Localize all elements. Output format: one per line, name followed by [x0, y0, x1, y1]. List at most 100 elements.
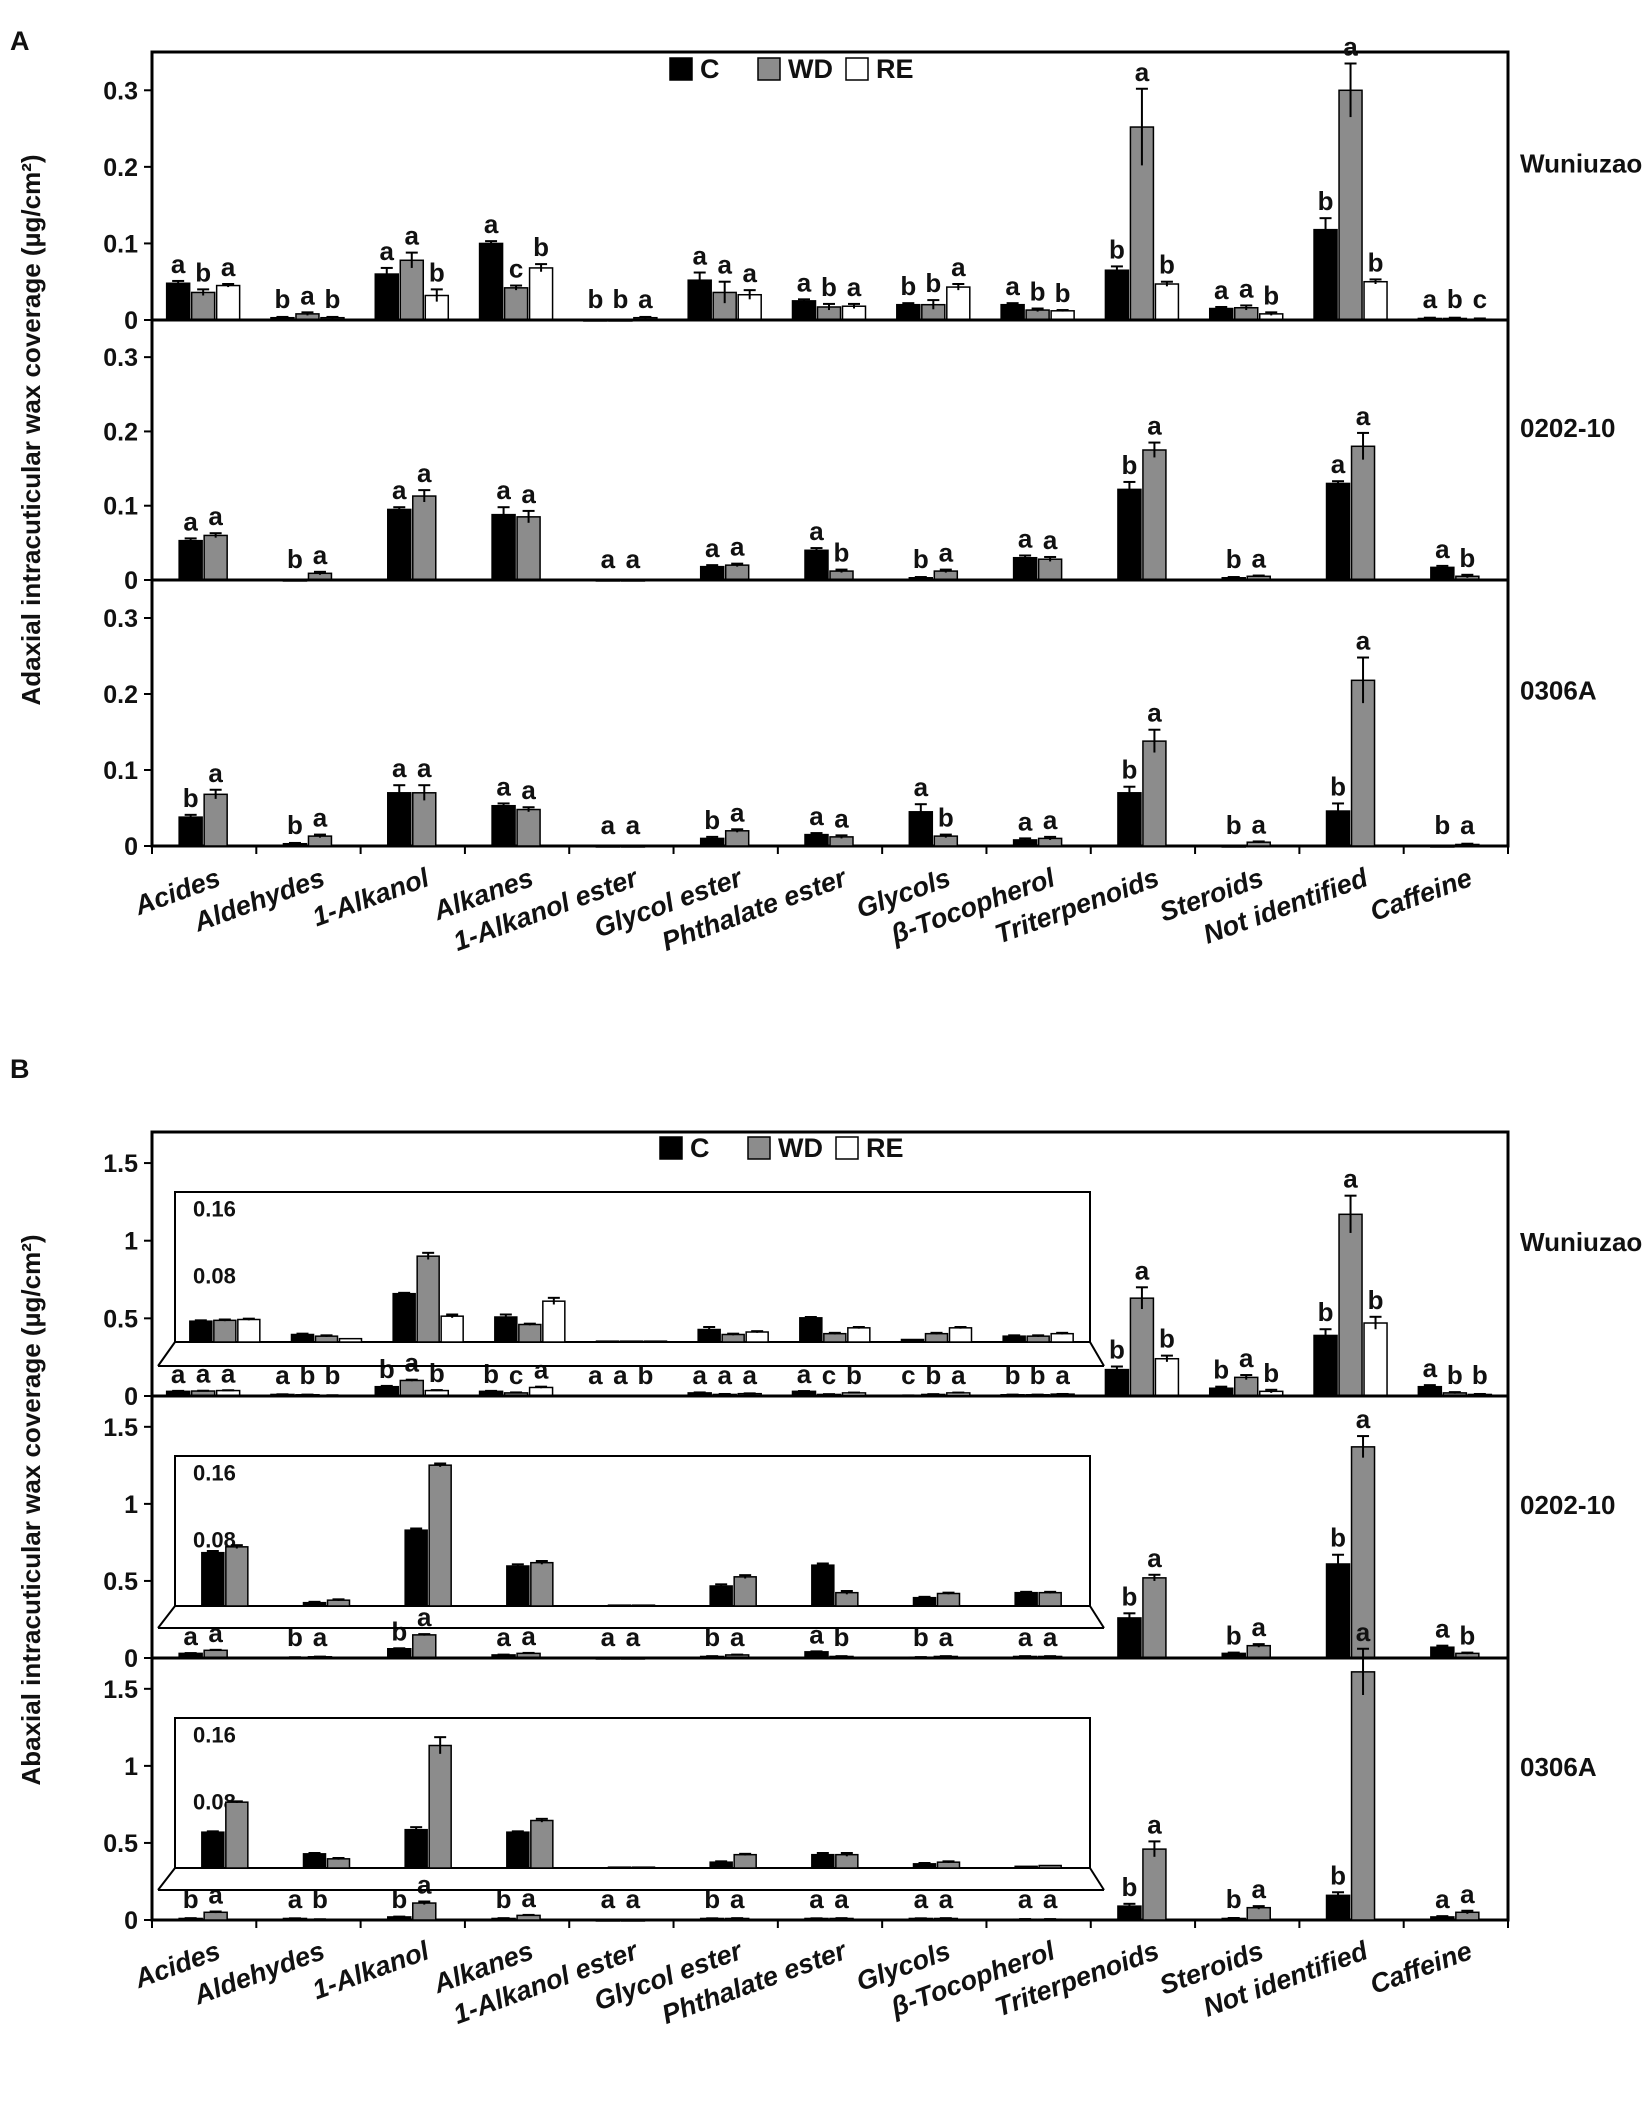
inset-bar	[733, 1576, 757, 1607]
y-axis-title: Abaxial intracuticular wax coverage (µg/…	[16, 1234, 46, 1785]
bar	[412, 1902, 437, 1921]
inset-bar	[542, 1300, 566, 1343]
bar	[412, 792, 437, 847]
significance-letter: a	[1343, 1164, 1358, 1194]
inset-wuniuzao: 0.16 0.08	[157, 1191, 1105, 1367]
significance-letter: b	[1318, 186, 1334, 216]
significance-letter: b	[1447, 284, 1463, 314]
inset-bar	[631, 1866, 656, 1869]
inset-bar	[835, 1591, 859, 1607]
significance-letter: b	[1121, 1872, 1137, 1902]
significance-letter: a	[626, 1884, 641, 1914]
significance-letter: a	[417, 1602, 432, 1632]
inset-bar	[225, 1801, 249, 1869]
significance-letter: a	[1147, 1809, 1162, 1839]
inset-bar	[595, 1340, 620, 1343]
significance-letter: b	[1121, 755, 1137, 785]
significance-letter: a	[1018, 1884, 1033, 1914]
significance-letter: b	[287, 544, 303, 574]
bar	[1104, 1368, 1130, 1397]
inset-frame	[174, 1191, 1091, 1343]
significance-letter: a	[417, 753, 432, 783]
significance-letter: b	[1226, 810, 1242, 840]
y-tick-label: 0	[124, 1645, 138, 1673]
significance-letter: a	[1251, 809, 1266, 839]
significance-letter: a	[1055, 1360, 1070, 1390]
y-tick-label: 1	[124, 1753, 138, 1781]
y-tick-label: 0.5	[103, 1830, 138, 1858]
bar	[1246, 1644, 1271, 1659]
significance-letter: c	[822, 1360, 836, 1390]
y-tick-label: 0.2	[103, 681, 138, 709]
significance-letter: a	[1043, 1884, 1058, 1914]
inset-bar	[1050, 1332, 1074, 1343]
x-tick-label: Caffeine	[1366, 1935, 1476, 1999]
y-tick-label: 1.5	[103, 1150, 138, 1178]
significance-letter: a	[171, 1359, 186, 1389]
significance-letter: a	[313, 1622, 328, 1652]
inset-bar	[847, 1327, 871, 1343]
significance-letter: b	[183, 783, 199, 813]
y-tick-label: 0.1	[103, 493, 138, 521]
plot-frame	[150, 50, 1510, 848]
significance-letter: a	[183, 1621, 198, 1651]
x-tick-label: Caffeine	[1366, 862, 1476, 926]
inset-bar	[428, 1744, 452, 1869]
significance-letter: a	[797, 267, 812, 297]
bar	[215, 284, 241, 321]
significance-letter: a	[417, 1870, 432, 1900]
bar	[724, 564, 750, 581]
significance-letter: b	[379, 1354, 395, 1384]
significance-letter: a	[626, 544, 641, 574]
inset-bar	[823, 1332, 847, 1343]
bar	[1350, 679, 1376, 847]
inset-bar	[392, 1292, 416, 1343]
bar	[528, 267, 554, 321]
inset-bar	[721, 1333, 745, 1343]
bar	[399, 259, 425, 321]
bar	[1350, 445, 1376, 581]
significance-letter: a	[1147, 698, 1162, 728]
inset-connector	[157, 1341, 176, 1367]
significance-letter: b	[1330, 1860, 1346, 1890]
bar	[387, 792, 412, 847]
significance-letter: a	[208, 501, 223, 531]
bar	[516, 808, 541, 847]
inset-bar	[201, 1551, 225, 1607]
inset-bar	[936, 1592, 961, 1607]
bar	[595, 1919, 621, 1922]
legend-swatch	[757, 57, 781, 81]
bar	[1142, 449, 1167, 581]
inset-bar	[1026, 1335, 1050, 1343]
significance-letter: a	[1135, 57, 1150, 87]
inset-bar	[1014, 1591, 1038, 1607]
legend-label: WD	[778, 1133, 823, 1163]
significance-letter: b	[1213, 1355, 1229, 1385]
significance-letter: a	[496, 1622, 511, 1652]
significance-letter: b	[483, 1359, 499, 1389]
significance-letter: a	[809, 801, 824, 831]
bar	[595, 845, 621, 848]
inset-bar	[709, 1585, 733, 1607]
y-tick-label: 0.1	[103, 757, 138, 785]
significance-letter: a	[405, 221, 420, 251]
significance-letter: b	[195, 257, 211, 287]
inset-bar	[428, 1464, 452, 1607]
significance-letter: a	[601, 810, 616, 840]
significance-letter: b	[1159, 1324, 1175, 1354]
inset-connector	[1089, 1867, 1105, 1891]
inset-tick-label: 0.16	[193, 1723, 236, 1748]
legend-swatch	[659, 1136, 683, 1160]
row-label: Wuniuzao	[1520, 1227, 1642, 1257]
significance-letter: b	[1263, 1358, 1279, 1388]
significance-letter: a	[1356, 401, 1371, 431]
legend-swatch	[747, 1136, 771, 1160]
bar	[412, 1634, 437, 1659]
significance-letter: a	[705, 533, 720, 563]
y-tick-label: 0.2	[103, 154, 138, 182]
inset-bar	[326, 1858, 351, 1869]
significance-letter: b	[275, 284, 291, 314]
bar	[203, 1911, 228, 1921]
